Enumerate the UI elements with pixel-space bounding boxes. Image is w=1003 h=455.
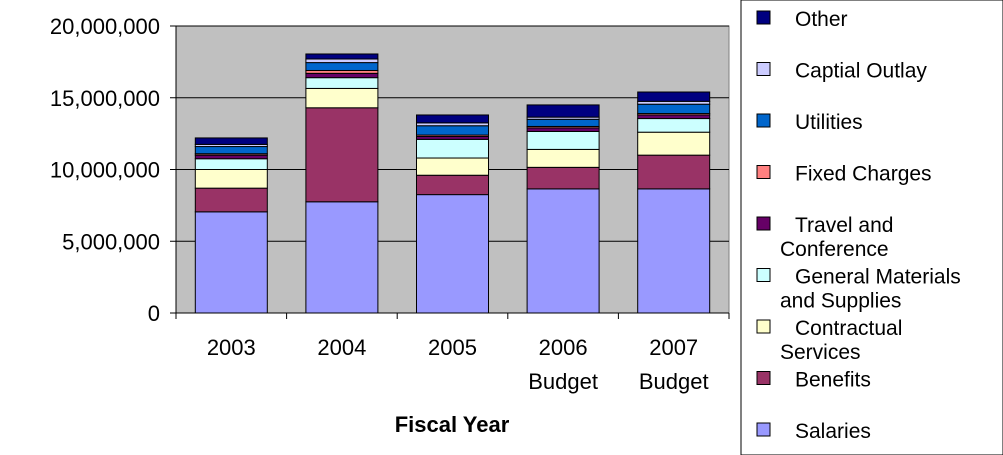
legend-label: Contractual Services [780,317,902,364]
legend-swatch [756,165,771,179]
legend-item: Captial Outlay [756,60,927,83]
legend-label: Other [795,8,848,31]
legend-swatch [756,216,771,231]
x-tick-label: 2006 Budget [528,335,598,394]
x-tick-label: 2003 [207,335,256,360]
y-tick-label: 10,000,000 [50,158,160,183]
bar-segment-travel-and-conference [305,72,379,79]
legend-swatch [756,10,771,25]
legend-item: Fixed Charges [756,163,932,186]
bar-segment-utilities [194,146,268,155]
bar-segment-travel-and-conference [194,154,268,160]
x-axis-tick-labels: 2003 2004 2005 2006 Budget 2007 Budget [207,335,709,394]
bar-stack [416,114,489,314]
bar-segment-contractual-services [416,157,489,176]
bar-segment-contractual-services [305,87,379,109]
legend: Other Captial Outlay Utilities Fixed Charge… [740,0,1003,455]
legend-item: Salaries [756,420,871,443]
bar-segment-travel-and-conference [526,127,600,132]
bar-stack [637,91,711,314]
legend-swatch [756,113,771,128]
legend-swatch [756,422,771,437]
bar-segment-general-materials-and-supplies [416,138,489,159]
bar-segment-salaries [194,211,268,314]
legend-item: Contractual Services [756,317,902,364]
bar-segment-salaries [305,201,379,314]
bar-segment-captial-outlay [305,58,379,64]
legend-label: Utilities [795,111,863,134]
bar-segment-general-materials-and-supplies [526,130,600,150]
bar-stack [194,137,268,314]
bar-segment-salaries [526,188,600,314]
legend-swatch [756,62,771,76]
bar-segment-travel-and-conference [637,114,711,120]
bar-segment-utilities [305,62,379,71]
bar-segment-utilities [416,125,489,136]
legend-item: General Materials and Supplies [756,266,961,313]
legend-label: Salaries [795,420,871,443]
bar-stack [305,53,379,314]
bar-segment-salaries [637,188,711,314]
bar-segment-other [526,104,600,118]
legend-swatch [756,371,771,385]
bar-segment-salaries [416,194,489,314]
bar-segment-utilities [526,118,600,127]
legend-label: General Materials and Supplies [780,266,961,313]
y-axis-tick-labels: 0 5,000,000 10,000,000 15,000,000 20,000,000 [50,14,160,326]
bar-segment-benefits [637,154,711,190]
x-tick-label: 2005 [428,335,477,360]
legend-label: Benefits [795,369,871,392]
bar-segment-general-materials-and-supplies [305,77,379,89]
bar-segment-benefits [526,166,600,190]
legend-box [740,0,1003,455]
x-tick-label: 2004 [317,335,366,360]
x-axis-title: Fiscal Year [395,412,510,437]
legend-label: Travel and Conference [780,214,893,261]
axes [170,25,730,319]
legend-swatch [756,319,771,334]
bar-segment-other [194,137,268,145]
bar-segment-other [305,53,379,60]
bar-segment-contractual-services [194,169,268,189]
legend-label: Captial Outlay [795,60,927,83]
bar-segment-benefits [305,107,379,203]
y-tick-label: 15,000,000 [50,86,160,111]
legend-item: Travel and Conference [756,214,893,261]
legend-label: Fixed Charges [795,163,932,186]
bar-segment-contractual-services [526,148,600,168]
y-tick-label: 0 [148,301,160,326]
bar-segment-other [416,114,489,124]
legend-item: Benefits [756,369,871,392]
y-tick-label: 5,000,000 [62,229,160,254]
legend-item: Other [756,8,848,31]
bar-segment-contractual-services [637,131,711,156]
bar-stack [526,104,600,314]
bar-segment-utilities [637,103,711,115]
bar-segment-benefits [194,187,268,213]
bar-segment-benefits [416,174,489,196]
legend-item: Utilities [756,111,863,134]
bars [194,53,711,314]
x-tick-label: 2007 Budget [639,335,709,394]
bar-segment-general-materials-and-supplies [194,158,268,171]
bar-segment-general-materials-and-supplies [637,118,711,133]
legend-swatch [756,268,771,282]
y-tick-label: 20,000,000 [50,14,160,39]
bar-segment-other [637,91,711,102]
